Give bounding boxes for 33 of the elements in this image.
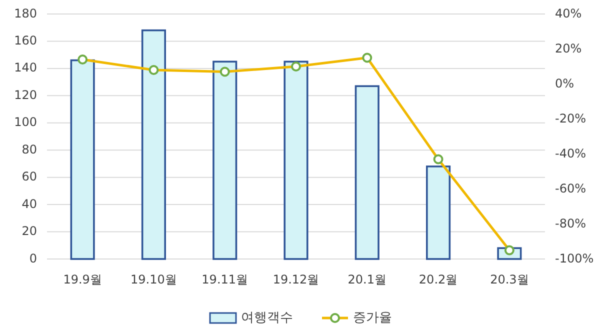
y-tick-label: 40 bbox=[22, 196, 37, 211]
x-tick-label: 20.3월 bbox=[490, 272, 529, 286]
x-tick-label: 19.10월 bbox=[130, 272, 177, 286]
bar bbox=[141, 29, 166, 260]
y2-tick-label: 0% bbox=[555, 76, 574, 90]
legend-label: 여행객수 bbox=[241, 310, 293, 326]
y2-tick-label: -80% bbox=[555, 216, 586, 230]
y-tick-label: 0 bbox=[29, 251, 37, 266]
y2-tick-label: -40% bbox=[555, 146, 586, 160]
y-tick-label: 120 bbox=[14, 88, 37, 102]
y-tick-label: 80 bbox=[22, 142, 37, 156]
bar bbox=[426, 166, 451, 260]
bar bbox=[354, 85, 380, 260]
x-tick-label: 19.12월 bbox=[272, 272, 320, 286]
x-tick-label: 20.1월 bbox=[348, 272, 386, 286]
bar bbox=[212, 60, 238, 260]
x-tick-label: 20.2월 bbox=[418, 272, 458, 286]
legend-label: 증가율 bbox=[353, 310, 392, 326]
y2-tick-label: -20% bbox=[555, 111, 586, 126]
y2-tick-label: -100% bbox=[555, 251, 594, 266]
x-tick-label: 19.11월 bbox=[202, 272, 248, 286]
y-tick-label: 180 bbox=[14, 6, 37, 20]
y-tick-label: 20 bbox=[22, 224, 37, 238]
y-tick-label: 100 bbox=[14, 115, 37, 130]
bar bbox=[70, 59, 95, 260]
x-tick-label: 19.9월 bbox=[63, 272, 102, 286]
y2-tick-label: 40% bbox=[555, 6, 582, 20]
y-tick-label: 160 bbox=[14, 34, 37, 48]
y2-tick-label: 20% bbox=[555, 41, 582, 56]
y2-tick-label: -60% bbox=[555, 181, 586, 196]
y-tick-label: 140 bbox=[14, 60, 37, 75]
bar bbox=[284, 60, 308, 260]
y-tick-label: 60 bbox=[22, 170, 37, 184]
